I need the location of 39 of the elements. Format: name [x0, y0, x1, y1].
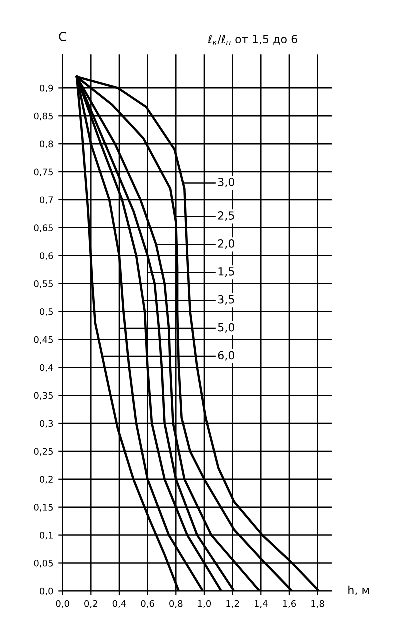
annotation: 5,0	[218, 323, 235, 333]
x-axis-title: h, м	[348, 586, 370, 596]
annotation: 2,0	[218, 239, 235, 250]
y-tick-label: 0,1	[40, 532, 53, 540]
y-tick-label: 0,7	[40, 196, 54, 204]
y-tick-label: 0,5	[40, 308, 53, 316]
annotation: 6,0	[218, 351, 235, 361]
x-tick-label: 1,4	[254, 600, 268, 608]
y-tick-label: 0,05	[34, 560, 53, 568]
x-tick-label: 0,6	[141, 600, 154, 608]
x-tick-label: 1,0	[198, 600, 212, 608]
y-tick-label: 0,2	[40, 476, 53, 484]
y-tick-label: 0,35	[34, 392, 53, 400]
y-tick-label: 0,85	[34, 112, 53, 121]
y-tick-label: 0,65	[34, 224, 53, 232]
y-tick-label: 0,9	[40, 84, 54, 93]
annotation: 2,5	[218, 212, 234, 222]
y-tick-label: 0,45	[34, 336, 53, 344]
y-tick-label: 0,3	[40, 420, 54, 428]
x-tick-label: 1,2	[226, 600, 240, 608]
y-tick-label: 0,0	[40, 588, 54, 596]
x-tick-label: 0,0	[56, 600, 70, 608]
y-tick-label: 0,15	[34, 504, 53, 512]
y-tick-label: 0,75	[34, 168, 53, 176]
y-tick-label: 0,4	[40, 364, 54, 372]
x-tick-label: 1,8	[312, 600, 324, 608]
y-axis-title: С	[59, 32, 67, 42]
text: ℓ$_{к}$/ℓ$_{п}$ от 1,5 до 6	[208, 35, 298, 46]
y-tick-label: 0,8	[40, 140, 54, 149]
x-tick-label: 1,6	[283, 600, 296, 608]
annotation: 3,5	[218, 295, 234, 305]
annotation: 3,0	[218, 178, 235, 188]
x-tick-label: 0,2	[84, 600, 98, 608]
y-tick-label: 0,6	[40, 252, 54, 260]
annotation: 1,5	[218, 268, 234, 277]
y-tick-label: 0,25	[34, 448, 53, 456]
y-tick-label: 0,55	[34, 280, 53, 288]
x-tick-label: 0,8	[170, 600, 183, 608]
x-tick-label: 0,4	[112, 600, 126, 608]
